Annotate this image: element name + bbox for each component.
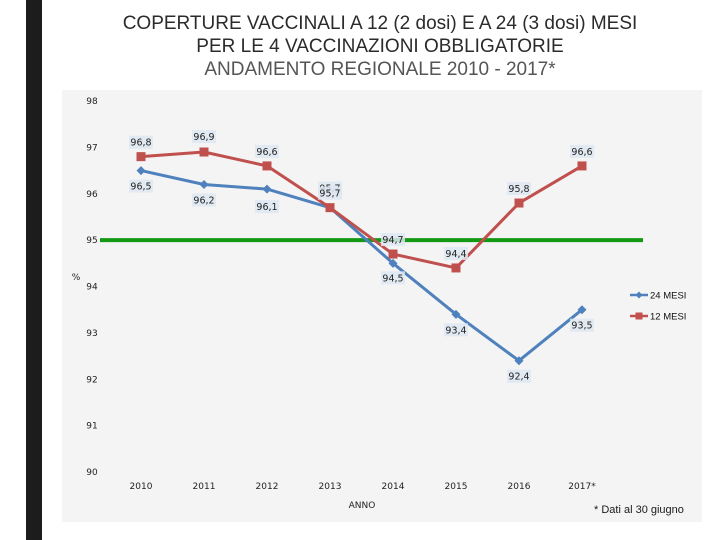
data-label-bg xyxy=(381,271,405,285)
data-point-marker xyxy=(577,305,587,315)
x-tick-label: 2011 xyxy=(193,482,216,492)
y-axis-label: % xyxy=(72,273,81,283)
data-label: 96,2 xyxy=(193,195,214,206)
y-tick-label: 95 xyxy=(86,236,97,246)
data-point-marker xyxy=(136,166,146,176)
data-label: 92,4 xyxy=(508,372,529,383)
data-point-marker xyxy=(451,263,461,273)
data-point-marker xyxy=(451,309,461,319)
y-tick-label: 97 xyxy=(86,143,97,153)
data-point-marker xyxy=(388,258,398,268)
title-line-1: COPERTURE VACCINALI A 12 (2 dosi) E A 24… xyxy=(122,13,638,34)
title-line-3: ANDAMENTO REGIONALE 2010 - 2017* xyxy=(204,59,556,80)
legend-swatch-marker xyxy=(635,291,643,299)
data-label-bg xyxy=(507,182,531,196)
y-axis-ticks: 90 91 92 93 94 95 96 97 98 xyxy=(86,97,98,478)
data-label-bg xyxy=(255,200,279,214)
data-label: 96,9 xyxy=(193,132,214,143)
x-tick-label: 2017* xyxy=(568,482,596,492)
data-label-bg xyxy=(570,144,594,158)
series-line xyxy=(140,150,583,270)
x-tick-label: 2015 xyxy=(445,482,468,492)
x-tick-label: 2012 xyxy=(256,482,279,492)
chart-title: COPERTURE VACCINALI A 12 (2 dosi) E A 24… xyxy=(60,12,700,81)
left-accent-bar xyxy=(26,0,42,540)
data-label-bg xyxy=(129,179,153,193)
data-label: 94,5 xyxy=(382,273,403,284)
legend-label: 24 MESI xyxy=(650,291,686,302)
title-line-2: PER LE 4 VACCINAZIONI OBBLIGATORIE xyxy=(196,36,564,57)
x-tick-label: 2013 xyxy=(319,482,342,492)
data-label-bg xyxy=(255,144,279,158)
y-tick-label: 96 xyxy=(86,190,98,200)
series-12-mesi: 96,8 96,9 96,6 95,7 94,7 94,4 95,8 96,6 xyxy=(129,130,594,273)
data-label: 95,8 xyxy=(508,184,529,195)
data-label-bg xyxy=(444,323,468,337)
legend: 24 MESI 12 MESI xyxy=(630,291,686,323)
y-tick-label: 92 xyxy=(86,375,97,385)
x-tick-label: 2014 xyxy=(382,482,405,492)
x-axis-ticks: 2010 2011 2012 2013 2014 2015 2016 2017* xyxy=(130,482,597,492)
legend-label: 12 MESI xyxy=(650,312,686,323)
y-tick-label: 98 xyxy=(86,97,98,107)
data-label: 94,4 xyxy=(445,249,466,260)
data-label-bg xyxy=(507,369,531,383)
data-point-marker xyxy=(514,198,524,208)
data-point-marker xyxy=(325,203,335,213)
series-line xyxy=(140,169,583,363)
series-group: 96,5 96,2 96,1 95,7 94,5 93,4 92,4 93,5 96,8 96,9… xyxy=(129,130,594,383)
data-label: 96,6 xyxy=(256,147,277,158)
data-point-marker xyxy=(262,184,272,194)
data-label-bg xyxy=(318,186,342,200)
data-point-marker xyxy=(388,249,398,259)
data-label-bg xyxy=(192,130,216,144)
legend-swatch-marker xyxy=(635,312,643,320)
y-tick-label: 91 xyxy=(86,422,97,432)
data-label: 95,7 xyxy=(319,189,340,200)
x-tick-label: 2016 xyxy=(508,482,531,492)
data-label-bg xyxy=(381,233,405,247)
data-label-bg xyxy=(444,246,468,260)
data-label: 96,1 xyxy=(256,202,277,213)
data-point-marker xyxy=(136,152,146,162)
data-label: 96,5 xyxy=(130,182,151,193)
data-label: 96,6 xyxy=(571,147,592,158)
data-point-marker xyxy=(199,179,209,189)
data-point-marker xyxy=(199,147,209,157)
data-label-bg xyxy=(570,318,594,332)
data-label: 93,4 xyxy=(445,325,466,336)
x-axis-label: ANNO xyxy=(349,501,376,511)
data-point-marker xyxy=(577,161,587,171)
data-label-bg xyxy=(129,135,153,149)
data-label: 93,5 xyxy=(571,321,592,332)
y-tick-label: 93 xyxy=(86,329,97,339)
footnote: * Dati al 30 giugno xyxy=(594,504,684,516)
data-point-marker xyxy=(514,356,524,366)
y-tick-label: 94 xyxy=(86,283,98,293)
data-label: 96,8 xyxy=(130,138,151,149)
y-tick-label: 90 xyxy=(86,468,98,478)
data-label-bg xyxy=(192,193,216,207)
data-label: 94,7 xyxy=(382,235,403,246)
chart-area-background xyxy=(62,90,702,522)
x-tick-label: 2010 xyxy=(130,482,153,492)
data-point-marker xyxy=(262,161,272,171)
